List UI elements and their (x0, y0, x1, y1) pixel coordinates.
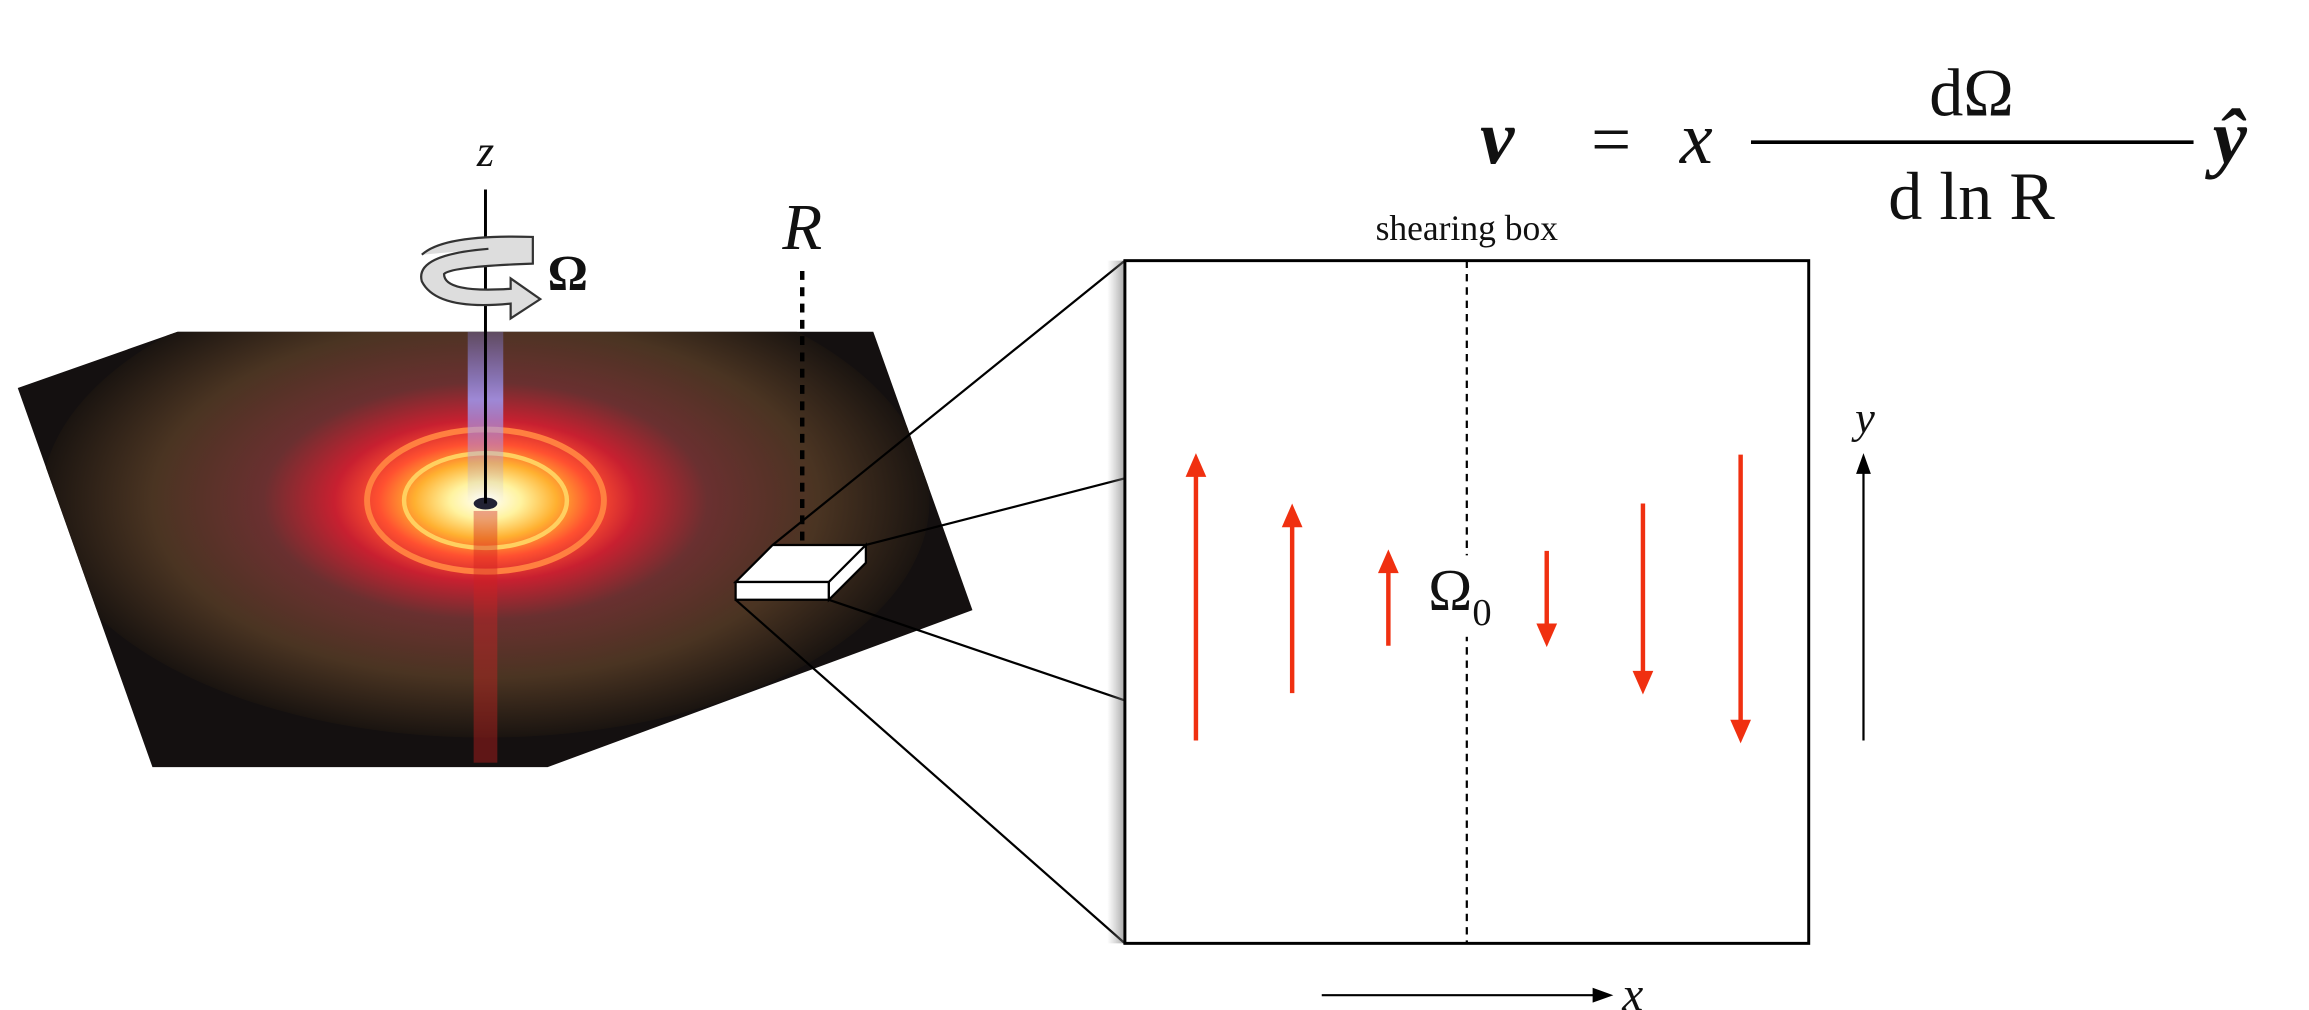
page: z Ω R shearing box Ω0 y x v = x dΩ d ln … (0, 0, 2309, 1010)
projection-line (829, 600, 1125, 701)
rotation-arrow (421, 237, 540, 319)
eq-numerator: dΩ (1929, 54, 2014, 130)
jet (474, 511, 498, 763)
z-label: z (476, 126, 494, 176)
arrow-head (1856, 453, 1871, 474)
radius-label: R (781, 192, 822, 264)
eq-x: x (1679, 98, 1713, 180)
omega0: Ω (1428, 557, 1472, 623)
projection-line (736, 600, 1125, 944)
arrow-head (1593, 988, 1614, 1003)
box-title: shearing box (1376, 208, 1559, 248)
small-box-front (736, 582, 829, 600)
eq-denominator: d ln R (1888, 158, 2055, 234)
eq-equals: = (1591, 101, 1631, 179)
omega0-sub: 0 (1472, 592, 1491, 634)
eq-unit: ŷ (2205, 94, 2248, 180)
x-label: x (1621, 969, 1643, 1010)
diagram: z Ω R shearing box Ω0 y x v = x dΩ d ln … (0, 0, 2309, 1010)
omega-label: Ω (548, 245, 588, 301)
eq-lhs: v (1480, 94, 1515, 180)
y-label: y (1851, 392, 1875, 442)
